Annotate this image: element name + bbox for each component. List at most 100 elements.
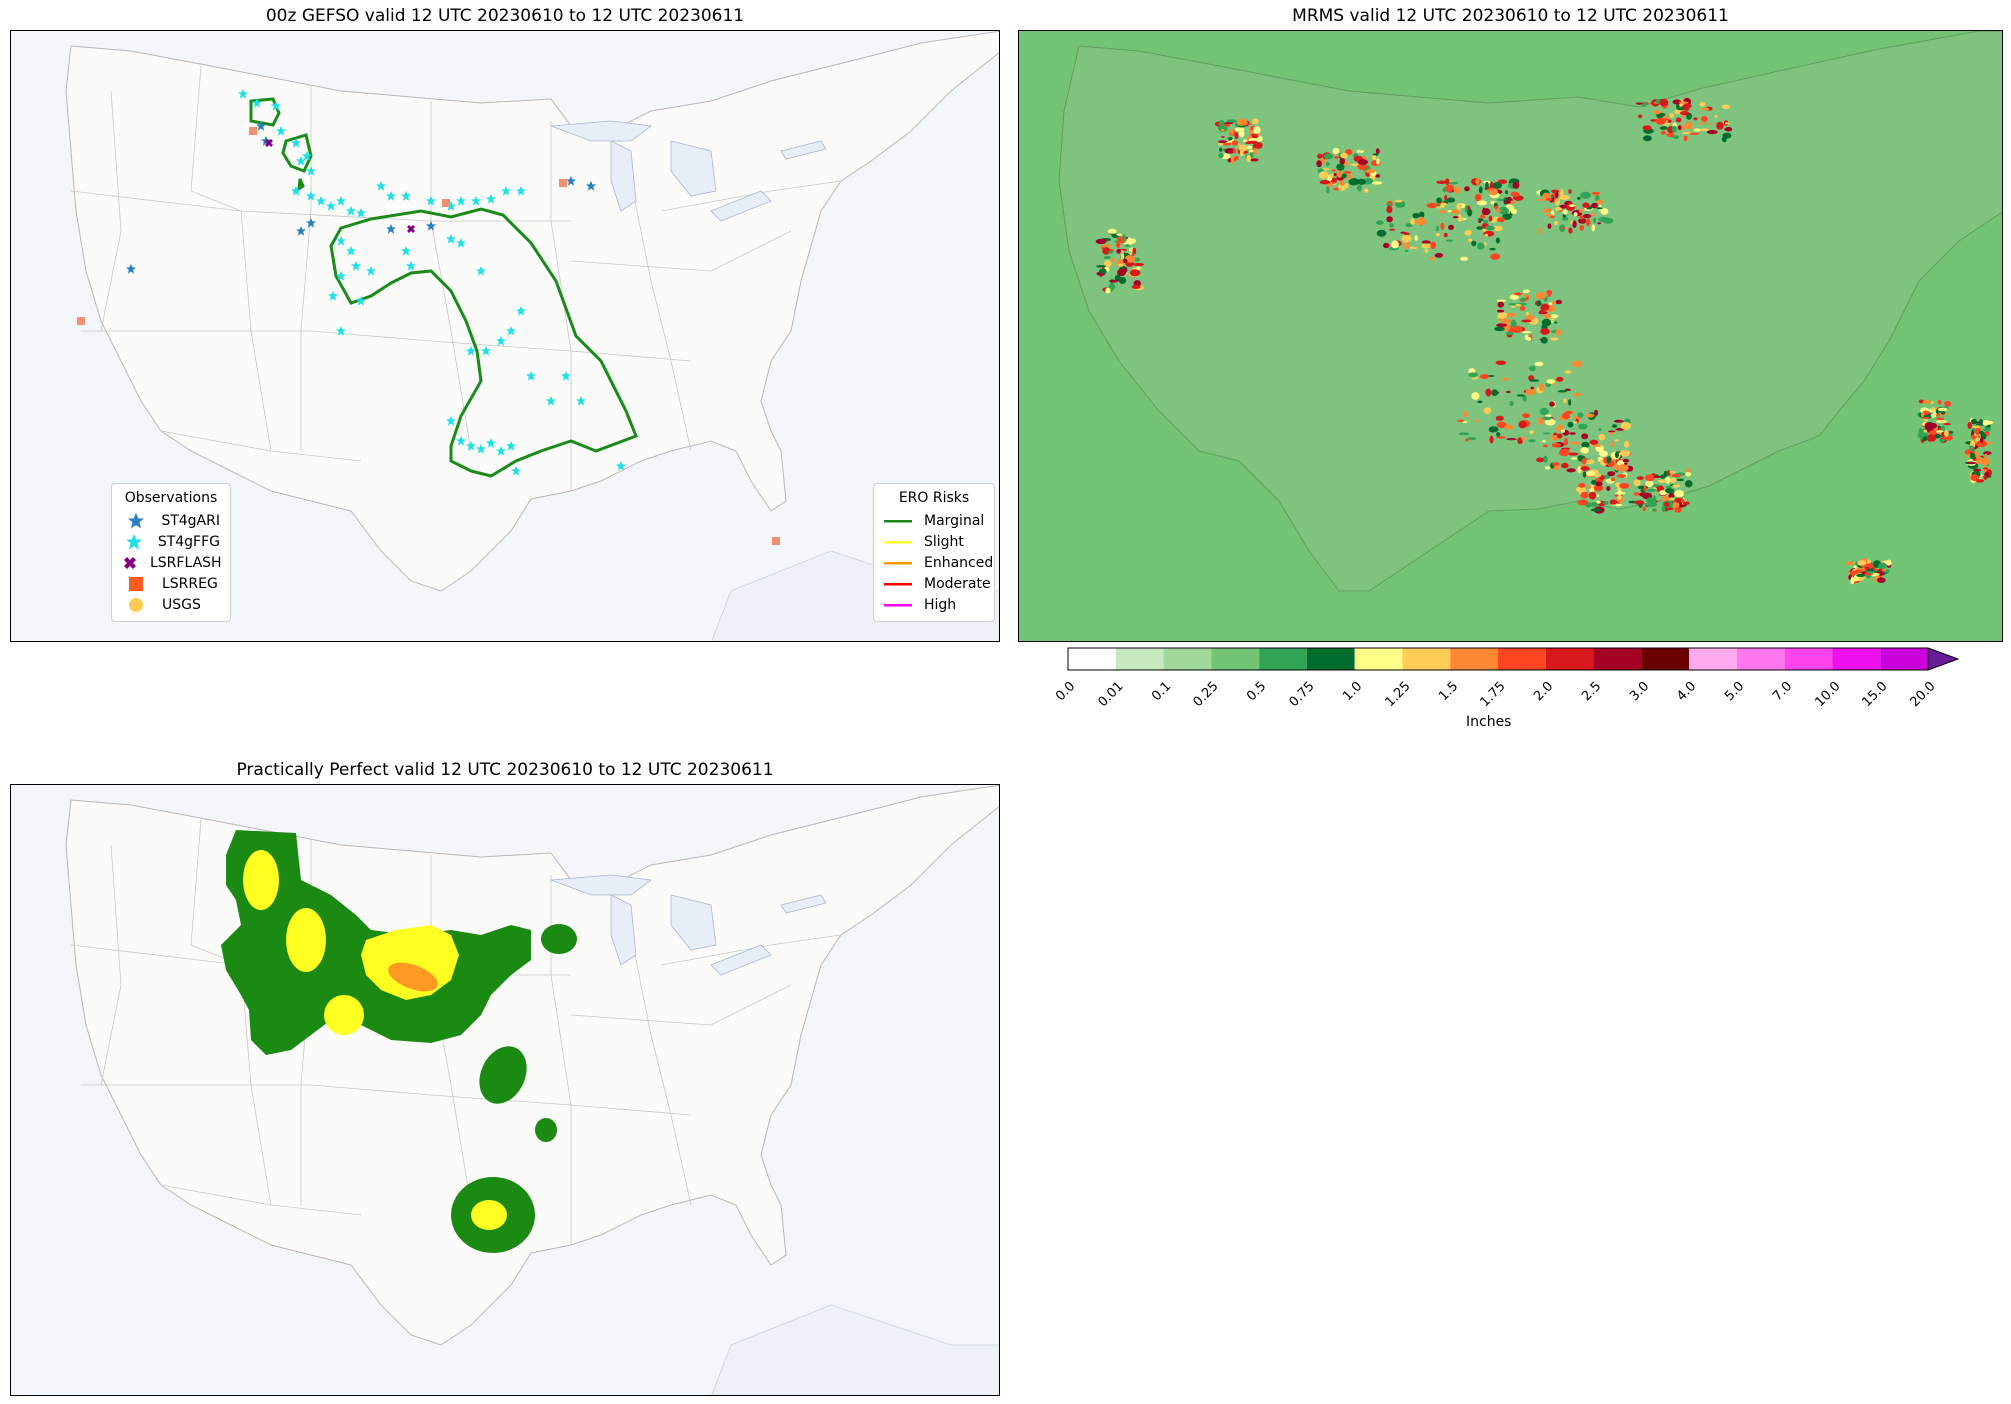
- precip-cell: [1400, 231, 1406, 234]
- precip-cell: [1671, 125, 1677, 133]
- precip-cell: [1693, 117, 1698, 121]
- obs-star: [496, 336, 506, 346]
- ero-legend-item: Enhanced: [884, 552, 993, 573]
- obs-legend-item: USGS: [122, 594, 220, 615]
- precip-cell: [1467, 437, 1477, 441]
- precip-cell: [1969, 445, 1975, 452]
- precip-cell: [1445, 178, 1450, 185]
- precip-cell: [1236, 118, 1248, 126]
- precip-cell: [1535, 292, 1547, 300]
- precip-cell: [1481, 208, 1491, 216]
- obs-star: [501, 186, 511, 196]
- precip-cell: [1586, 470, 1595, 477]
- precip-cell: [1460, 256, 1469, 261]
- precip-cell: [1223, 122, 1234, 125]
- precip-cell: [1234, 132, 1239, 140]
- precip-cell: [1539, 407, 1549, 416]
- precip-cell: [1944, 429, 1949, 437]
- precip-cell: [1510, 191, 1520, 197]
- precip-cell: [1435, 225, 1439, 232]
- colorbar-segment: [1402, 648, 1451, 670]
- precip-cell: [1504, 190, 1509, 195]
- precip-cell: [1457, 217, 1465, 221]
- mrms-map[interactable]: [1018, 30, 2003, 642]
- precip-cell: [1483, 407, 1492, 414]
- precip-cell: [1561, 216, 1569, 221]
- precip-cell: [1708, 122, 1713, 126]
- precip-cell: [1512, 181, 1520, 189]
- precip-cell: [1983, 420, 1994, 425]
- precip-cell: [1334, 155, 1339, 160]
- precip-cell: [1689, 132, 1700, 135]
- precip-cell: [1234, 127, 1245, 132]
- precip-cell: [1439, 209, 1447, 214]
- precip-cell: [1105, 287, 1111, 294]
- precip-cell: [1724, 127, 1732, 131]
- precip-cell: [1389, 223, 1394, 228]
- precip-cell: [1540, 303, 1550, 311]
- precip-cell: [1922, 436, 1928, 442]
- precip-cell: [1536, 457, 1545, 463]
- precip-cell: [1410, 218, 1415, 225]
- ero-legend-title: ERO Risks: [898, 490, 970, 506]
- precip-cell: [1375, 148, 1380, 155]
- colorbar-tick-label: 2.5: [1578, 679, 1605, 705]
- precip-cell: [1642, 506, 1646, 512]
- precip-cell: [1645, 480, 1654, 487]
- precip-cell: [1936, 413, 1941, 417]
- precip-cell: [1218, 152, 1224, 158]
- ero-legend-label: Marginal: [924, 512, 985, 529]
- precip-cell: [1577, 412, 1584, 418]
- precip-cell: [1468, 372, 1479, 378]
- precip-cell: [1440, 222, 1445, 230]
- precip-cell: [1543, 313, 1552, 319]
- colorbar-segment: [1450, 648, 1498, 670]
- precip-cell: [1567, 421, 1574, 428]
- precip-cell: [1651, 508, 1657, 512]
- pp-map[interactable]: [10, 784, 1000, 1396]
- precip-cell: [1323, 153, 1334, 160]
- colorbar-tick-label: 2.0: [1531, 679, 1557, 705]
- precip-cell: [1375, 220, 1384, 225]
- precip-cell: [1565, 202, 1576, 211]
- precip-cell: [1239, 149, 1244, 157]
- x-marker-icon: [122, 555, 138, 571]
- precip-cell: [1579, 225, 1584, 231]
- precip-cell: [1516, 394, 1525, 397]
- precip-cell: [1510, 208, 1517, 215]
- precip-cell: [1983, 467, 1988, 470]
- precip-cell: [1595, 481, 1603, 487]
- precip-cell: [1524, 293, 1529, 298]
- precip-cell: [1525, 389, 1536, 396]
- precip-cell: [1940, 410, 1946, 415]
- obs-star: [456, 196, 466, 206]
- precip-cell: [1655, 117, 1666, 125]
- colorbar-label: Inches: [1466, 714, 1512, 730]
- obs-legend-item: ST4gARI: [122, 510, 220, 531]
- colorbar-tick-label: 1.75: [1477, 679, 1509, 711]
- precip-cell: [1136, 266, 1141, 271]
- precip-cell: [1589, 439, 1599, 445]
- precip-cell: [1497, 179, 1508, 184]
- gefso-map[interactable]: Observations ST4gARI ST4gFFG LSRFLASH LS…: [10, 30, 1000, 642]
- obs-star: [486, 438, 496, 448]
- precip-cell: [1436, 197, 1443, 203]
- obs-square: [772, 537, 780, 545]
- obs-star: [252, 98, 262, 108]
- precip-cell: [1639, 492, 1647, 497]
- obs-star: [466, 441, 476, 451]
- precip-cell: [1979, 418, 1983, 425]
- precip-cell: [1567, 452, 1579, 456]
- precip-cell: [1646, 488, 1657, 492]
- ero-legend-item: Moderate: [884, 573, 991, 594]
- colorbar-segment: [1689, 648, 1737, 670]
- precip-cell: [1562, 209, 1568, 215]
- precip-cell: [1702, 107, 1710, 111]
- precip-cell: [1458, 432, 1470, 436]
- precip-cell: [1505, 332, 1515, 336]
- precip-cell: [1578, 423, 1588, 430]
- precip-cell: [1332, 168, 1336, 172]
- colorbar-tick-label: 7.0: [1770, 679, 1796, 705]
- colorbar-segment: [1068, 648, 1116, 670]
- precip-cell: [1494, 326, 1505, 332]
